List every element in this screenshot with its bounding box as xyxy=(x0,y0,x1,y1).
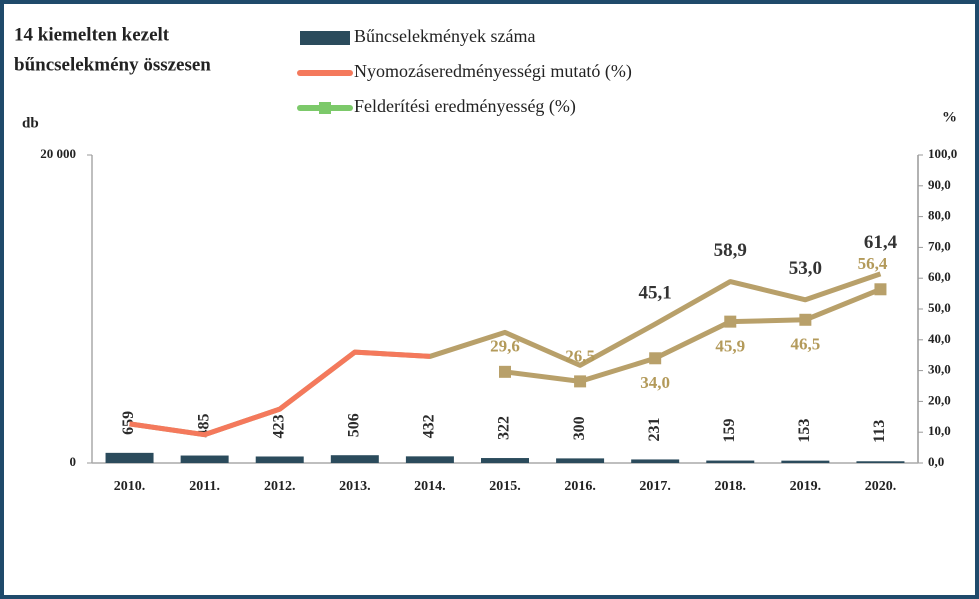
chart-background xyxy=(4,4,975,595)
bar xyxy=(631,459,680,463)
line-segment xyxy=(129,349,431,438)
bar xyxy=(856,461,905,463)
x-tick-label: 2018. xyxy=(715,479,747,494)
legend-marker xyxy=(319,102,331,114)
value-label: 61,4 xyxy=(864,232,898,253)
x-tick-label: 2019. xyxy=(790,479,822,494)
x-tick-label: 2013. xyxy=(339,479,371,494)
value-label: 46,5 xyxy=(790,335,820,354)
value-label: 29,6 xyxy=(490,337,520,356)
value-label: 45,9 xyxy=(715,337,745,356)
y-tick-label: 0 xyxy=(70,454,77,469)
y2-tick-label: 20,0 xyxy=(928,392,951,407)
line xyxy=(504,286,882,384)
x-tick-label: 2010. xyxy=(114,479,146,494)
y2-tick-label: 70,0 xyxy=(928,238,951,253)
x-tick-label: 2017. xyxy=(639,479,671,494)
value-label: 45,1 xyxy=(639,282,672,303)
bar-value-label: 153 xyxy=(796,419,813,443)
x-tick-label: 2020. xyxy=(865,479,897,494)
bar-value-label: 159 xyxy=(721,419,738,443)
marker xyxy=(499,365,511,378)
y2-axis-label: % xyxy=(942,109,957,125)
x-tick-label: 2012. xyxy=(264,479,296,494)
y2-tick-label: 90,0 xyxy=(928,177,951,192)
value-label: 53,0 xyxy=(789,258,822,279)
bar-value-label: 322 xyxy=(496,416,513,440)
y2-tick-label: 40,0 xyxy=(928,331,951,346)
marker xyxy=(799,313,812,326)
bar-value-label: 506 xyxy=(345,413,362,437)
bar-value-label: 300 xyxy=(571,416,588,440)
bar xyxy=(330,455,379,463)
x-tick-label: 2014. xyxy=(414,479,446,494)
x-tick-label: 2015. xyxy=(489,479,521,494)
marker xyxy=(649,352,662,365)
bar xyxy=(105,452,154,463)
bar xyxy=(255,456,304,463)
legend-label: Felderítési eredményesség (%) xyxy=(354,96,576,117)
bar-value-label: 432 xyxy=(421,414,438,438)
chart-title-line: bűncselekmény összesen xyxy=(14,54,211,75)
bar xyxy=(781,460,830,463)
value-label: 56,4 xyxy=(858,254,888,273)
bar-value-label: 231 xyxy=(646,417,663,441)
value-label: 58,9 xyxy=(714,240,747,261)
y2-tick-label: 10,0 xyxy=(928,423,951,438)
y2-tick-label: 0,0 xyxy=(928,454,944,469)
marker xyxy=(724,315,737,328)
bar xyxy=(481,458,529,463)
bar xyxy=(180,455,229,463)
bar-value-label: 423 xyxy=(270,414,287,438)
y2-tick-label: 30,0 xyxy=(928,362,951,377)
y2-tick-label: 80,0 xyxy=(928,208,951,223)
legend-label: Nyomozáseredményességi mutató (%) xyxy=(354,61,632,82)
bar xyxy=(556,458,605,463)
x-tick-label: 2016. xyxy=(564,479,596,494)
value-label: 34,0 xyxy=(640,373,670,392)
legend-swatch xyxy=(300,31,350,45)
bar-value-label: 113 xyxy=(871,420,888,443)
bar-value-label: 659 xyxy=(120,411,137,435)
y2-tick-label: 60,0 xyxy=(928,269,951,284)
legend-label: Bűncselekmények száma xyxy=(354,26,535,46)
bar xyxy=(706,460,755,463)
y-tick-label: 20 000 xyxy=(40,146,76,161)
chart-title-line: 14 kiemelten kezelt xyxy=(14,24,170,45)
value-label: 26,5 xyxy=(565,346,595,365)
bar xyxy=(405,456,454,463)
y2-tick-label: 50,0 xyxy=(928,300,951,315)
marker xyxy=(574,375,587,388)
marker xyxy=(874,283,887,296)
y2-tick-label: 100,0 xyxy=(928,146,957,161)
x-tick-label: 2011. xyxy=(189,479,220,494)
y-axis-label: db xyxy=(22,115,39,131)
